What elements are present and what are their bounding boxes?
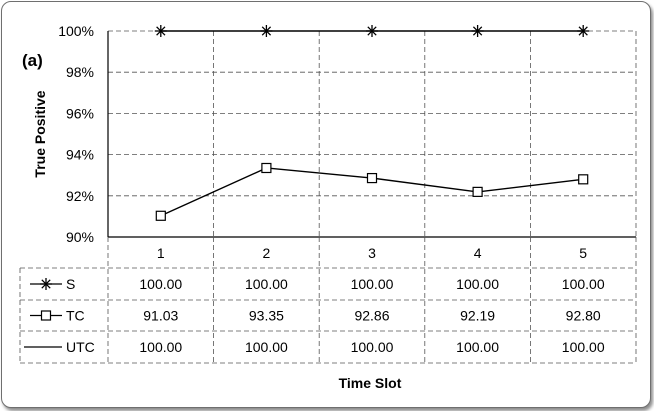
- panel-label: (a): [22, 51, 43, 70]
- table-value-tc: 92.19: [460, 308, 495, 324]
- text-layer: (a) True Positive Time Slot: [22, 51, 402, 391]
- data-point-tc: [472, 186, 483, 197]
- data-point-tc: [155, 210, 166, 221]
- legend-key-s: [30, 278, 62, 290]
- y-tick-label: 96%: [66, 105, 94, 121]
- table-value-tc: 91.03: [143, 308, 178, 324]
- table-value-s: 100.00: [562, 276, 605, 292]
- y-axis-title: True Positive: [32, 90, 48, 177]
- category-label: 2: [263, 245, 271, 261]
- category-label: 1: [157, 245, 165, 261]
- y-tick-label: 98%: [66, 64, 94, 80]
- legend-marker: [40, 310, 52, 321]
- data-table: 1 2 3 4 5 S 100.00 100.00 100.00 100.00 100.00 TC 91…: [19, 237, 637, 364]
- table-value-tc: 92.86: [354, 308, 389, 324]
- table-value-tc: 93.35: [249, 308, 284, 324]
- table-value-s: 100.00: [351, 276, 394, 292]
- table-value-utc: 100.00: [139, 339, 182, 355]
- table-value-utc: 100.00: [351, 339, 394, 355]
- legend-label-utc: UTC: [66, 339, 95, 355]
- table-value-s: 100.00: [456, 276, 499, 292]
- data-point-tc: [366, 172, 378, 184]
- table-value-utc: 100.00: [562, 339, 605, 355]
- table-value-s: 100.00: [139, 276, 182, 292]
- category-label: 4: [474, 245, 482, 261]
- table-value-tc: 92.80: [566, 308, 601, 324]
- legend-marker: [40, 278, 52, 290]
- x-axis-title: Time Slot: [339, 375, 402, 391]
- category-label: 3: [368, 245, 376, 261]
- data-point-tc: [578, 174, 589, 185]
- series-layer: [154, 25, 590, 221]
- table-value-s: 100.00: [245, 276, 288, 292]
- legend-key-tc: [30, 310, 62, 321]
- table-value-utc: 100.00: [456, 339, 499, 355]
- legend-label-s: S: [66, 276, 75, 292]
- legend-label-tc: TC: [66, 308, 85, 324]
- category-label: 5: [579, 245, 587, 261]
- y-tick-label: 100%: [58, 23, 94, 39]
- grid-layer: 90% 92% 94% 96% 98% 100%: [58, 23, 637, 245]
- y-tick-label: 94%: [66, 147, 94, 163]
- data-point-tc: [261, 162, 272, 174]
- y-tick-label: 92%: [66, 188, 94, 204]
- y-tick-label: 90%: [66, 229, 94, 245]
- series-tc: [155, 162, 589, 221]
- table-value-utc: 100.00: [245, 339, 288, 355]
